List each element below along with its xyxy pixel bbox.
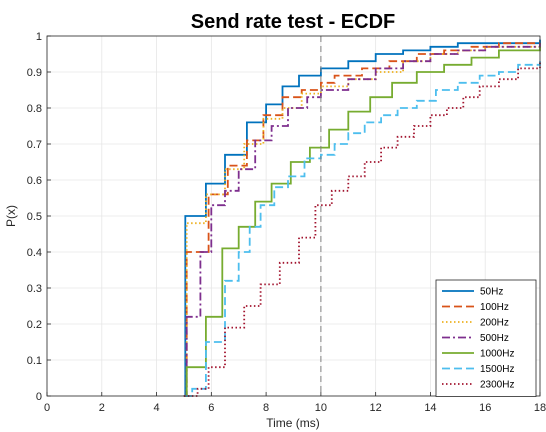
x-tick-label: 10 — [315, 402, 327, 414]
x-tick-label: 0 — [44, 402, 50, 414]
y-tick-label: 0.3 — [27, 283, 42, 295]
y-tick-label: 0.5 — [27, 211, 42, 223]
y-tick-label: 0.9 — [27, 67, 42, 79]
x-tick-label: 2 — [99, 402, 105, 414]
legend: 50Hz 100Hz 200Hz 500Hz 1000Hz 1500Hz 2300Hz — [435, 279, 537, 397]
y-tick-label: 0.1 — [27, 355, 42, 367]
x-tick-label: 4 — [153, 402, 159, 414]
legend-label: 1000Hz — [480, 349, 514, 360]
x-axis-label: Time (ms) — [266, 416, 320, 430]
x-tick-label: 14 — [424, 402, 436, 414]
x-tick-label: 18 — [534, 402, 546, 414]
series-line-50hz — [183, 39, 541, 397]
y-tick-label: 0.6 — [27, 175, 42, 187]
legend-label: 1500Hz — [480, 364, 514, 375]
y-tick-label: 0 — [36, 391, 42, 403]
legend-label: 50Hz — [480, 287, 503, 298]
y-axis-label: P(x) — [4, 205, 18, 227]
series-line-1000hz — [183, 46, 541, 397]
y-tick-label: 0.8 — [27, 103, 42, 115]
y-tick-label: 1 — [36, 31, 42, 43]
axis-layer: 0 2 4 6 8 10 12 14 16 18 0 0.1 0.2 0.3 0.4 0.5 0.6 0.7 0.8… — [27, 31, 546, 414]
chart-title: Send rate test - ECDF — [191, 11, 395, 33]
x-tick-label: 6 — [208, 402, 214, 414]
series-layer — [183, 39, 541, 397]
x-tick-label: 8 — [263, 402, 269, 414]
series-line-1500hz — [183, 61, 541, 397]
y-tick-label: 0.2 — [27, 319, 42, 331]
y-tick-label: 0.7 — [27, 139, 42, 151]
series-line-2300hz — [183, 61, 541, 397]
y-tick-label: 0.4 — [27, 247, 42, 259]
x-tick-label: 12 — [370, 402, 382, 414]
x-tick-label: 16 — [479, 402, 491, 414]
legend-label: 2300Hz — [480, 380, 514, 391]
legend-label: 200Hz — [480, 318, 509, 329]
legend-label: 100Hz — [480, 302, 509, 313]
series-line-500hz — [183, 43, 541, 397]
legend-label: 500Hz — [480, 333, 509, 344]
legend-box — [435, 279, 537, 397]
